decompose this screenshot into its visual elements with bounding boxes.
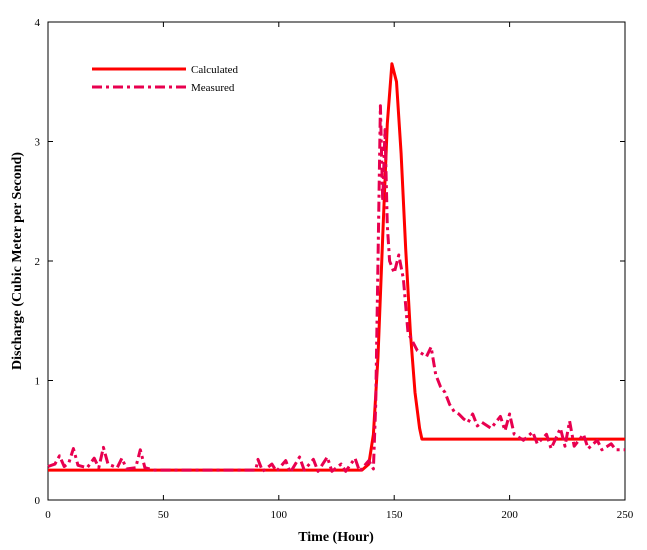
x-tick-label: 150 [386,509,403,521]
legend: Calculated Measured [85,55,255,101]
x-tick-label: 50 [158,509,170,521]
y-tick-label: 4 [35,17,41,29]
x-tick-label: 250 [617,509,634,521]
x-axis-title: Time (Hour) [298,530,374,545]
x-tick-label: 100 [271,509,288,521]
series-line-measured [47,104,625,474]
legend-box [85,55,255,101]
y-axis-title: Discharge (Cubic Meter per Second) [10,152,25,370]
series-line-calculated [48,62,625,472]
series-lines [47,62,625,474]
legend-label-measured: Measured [191,82,235,94]
y-tick-label: 3 [35,137,41,149]
x-tick-label: 0 [45,509,51,521]
axis-ticks: 0 50 100 150 200 250 0 1 2 3 4 [35,17,634,521]
legend-label-calculated: Calculated [191,64,239,76]
y-tick-label: 0 [35,495,41,507]
x-tick-label: 200 [501,509,518,521]
y-tick-label: 2 [35,256,41,268]
y-tick-label: 1 [35,376,41,388]
